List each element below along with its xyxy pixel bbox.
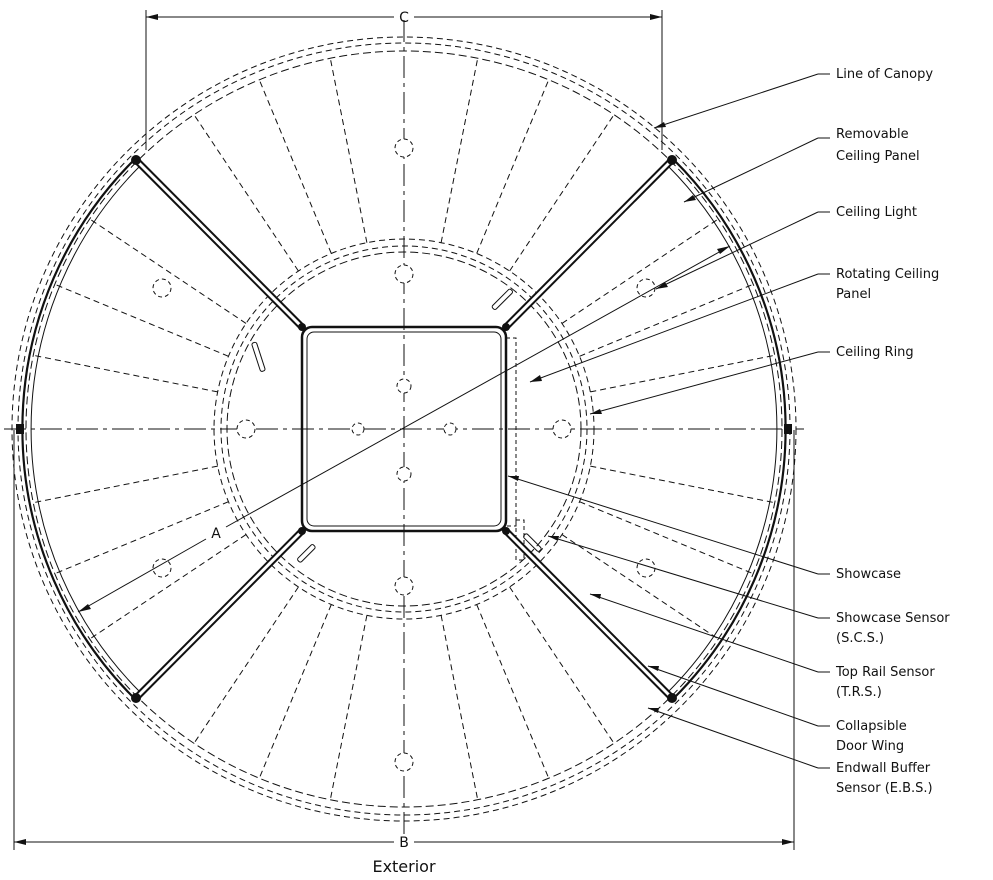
label-collapsible-door-wing-2: Door Wing bbox=[836, 739, 904, 754]
label-showcase: Showcase bbox=[836, 567, 901, 582]
dimension-label-b: B bbox=[399, 835, 409, 851]
label-removable-ceiling-panel-1: Removable bbox=[836, 127, 909, 142]
panel-radial-line bbox=[561, 218, 719, 324]
panel-radial-line bbox=[258, 604, 332, 779]
panel-radial-line bbox=[54, 283, 229, 357]
panel-radial-line bbox=[89, 534, 247, 640]
label-ceiling-light: Ceiling Light bbox=[836, 205, 917, 220]
ceiling-panel-radials bbox=[33, 58, 775, 800]
dimension-label-c: C bbox=[399, 10, 409, 26]
sensor-slots bbox=[251, 288, 542, 563]
ceiling-lights bbox=[152, 138, 656, 772]
dimension-label-a: A bbox=[211, 526, 221, 542]
panel-radial-line bbox=[329, 58, 368, 243]
panel-radial-line bbox=[579, 501, 754, 575]
label-endwall-buffer-sensor-2: Sensor (E.B.S.) bbox=[836, 781, 933, 796]
label-rotating-ceiling-panel-1: Rotating Ceiling bbox=[836, 267, 939, 282]
panel-radial-line bbox=[193, 114, 299, 272]
showcase-square bbox=[300, 325, 525, 561]
panel-radial-line bbox=[590, 465, 775, 504]
panel-radial-line bbox=[440, 615, 479, 800]
label-ceiling-ring: Ceiling Ring bbox=[836, 345, 914, 360]
label-collapsible-door-wing-1: Collapsible bbox=[836, 719, 907, 734]
door-wings bbox=[133, 157, 675, 701]
label-showcase-sensor-1: Showcase Sensor bbox=[836, 611, 950, 626]
panel-radial-line bbox=[329, 615, 368, 800]
label-removable-ceiling-panel-2: Ceiling Panel bbox=[836, 149, 920, 164]
callout-labels: Line of Canopy Removable Ceiling Panel C… bbox=[835, 67, 950, 796]
panel-radial-line bbox=[193, 586, 299, 744]
panel-radial-line bbox=[89, 218, 247, 324]
panel-radial-line bbox=[440, 58, 479, 243]
label-line-of-canopy: Line of Canopy bbox=[836, 67, 933, 82]
leader-lines bbox=[507, 73, 830, 769]
panel-radial-line bbox=[476, 604, 550, 779]
panel-radial-line bbox=[561, 534, 719, 640]
panel-radial-line bbox=[579, 283, 754, 357]
label-endwall-buffer-sensor-1: Endwall Buffer bbox=[836, 761, 931, 776]
joint-markers bbox=[16, 155, 792, 703]
label-top-rail-sensor-1: Top Rail Sensor bbox=[835, 665, 935, 680]
dimension-lines bbox=[13, 10, 795, 850]
drawing-caption: Exterior bbox=[372, 857, 436, 876]
panel-radial-line bbox=[509, 114, 615, 272]
panel-radial-line bbox=[476, 79, 550, 254]
panel-radial-line bbox=[509, 586, 615, 744]
label-rotating-ceiling-panel-2: Panel bbox=[836, 287, 871, 302]
label-showcase-sensor-2: (S.C.S.) bbox=[836, 631, 884, 646]
panel-radial-line bbox=[258, 79, 332, 254]
panel-radial-line bbox=[33, 465, 218, 504]
panel-radial-line bbox=[33, 354, 218, 393]
label-top-rail-sensor-2: (T.R.S.) bbox=[836, 685, 882, 700]
panel-radial-line bbox=[590, 354, 775, 393]
panel-radial-line bbox=[54, 501, 229, 575]
